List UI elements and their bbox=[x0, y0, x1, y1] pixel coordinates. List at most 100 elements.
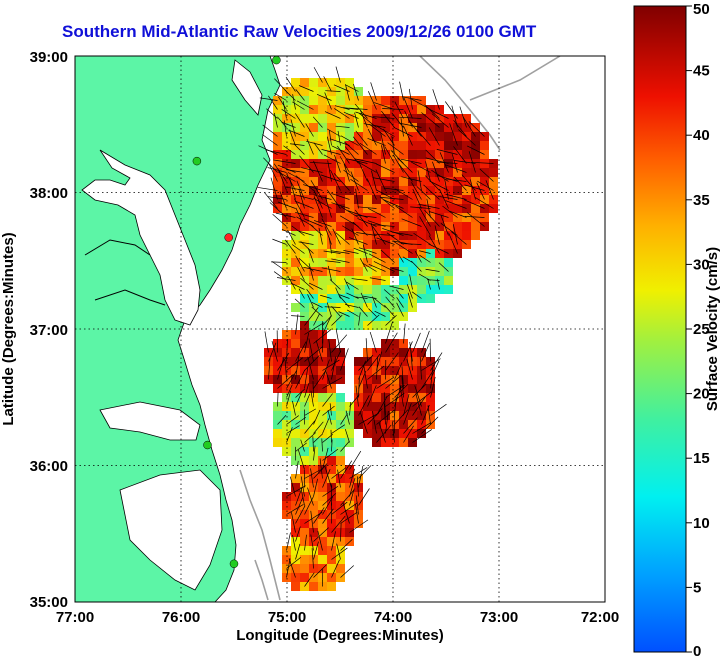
velocity-vector bbox=[383, 403, 386, 425]
x-tick-label: 75:00 bbox=[268, 609, 306, 626]
velocity-vector bbox=[358, 360, 366, 380]
velocity-vector bbox=[384, 304, 395, 317]
velocity-cell bbox=[363, 195, 372, 204]
velocity-vector bbox=[428, 127, 440, 146]
velocity-vector bbox=[368, 263, 386, 272]
velocity-cell bbox=[309, 141, 318, 150]
velocity-vector bbox=[304, 469, 321, 479]
colorbar-tick-label: 40 bbox=[693, 127, 710, 144]
velocity-vector bbox=[453, 160, 476, 164]
velocity-vector bbox=[355, 385, 359, 407]
velocity-vector bbox=[298, 85, 314, 92]
velocity-vector bbox=[278, 96, 287, 110]
velocity-vector bbox=[331, 258, 350, 263]
x-tick-label: 72:00 bbox=[581, 609, 619, 626]
velocity-vector bbox=[412, 392, 432, 407]
velocity-cell bbox=[309, 96, 318, 105]
velocity-vector bbox=[310, 510, 314, 533]
velocity-vector bbox=[328, 130, 332, 146]
velocity-cell bbox=[336, 402, 345, 411]
velocity-vector bbox=[294, 200, 314, 209]
velocity-vector bbox=[331, 350, 342, 371]
velocity-cell bbox=[327, 258, 336, 267]
y-tick-label: 39:00 bbox=[30, 49, 68, 66]
velocity-cell bbox=[399, 141, 408, 150]
velocity-cell bbox=[345, 276, 354, 285]
velocity-vector bbox=[334, 154, 341, 173]
colorbar-label: Surface Velocity (cm/s) bbox=[704, 247, 721, 411]
colorbar-tick-label: 5 bbox=[693, 579, 701, 596]
velocity-vector bbox=[428, 235, 440, 254]
albemarle-sound bbox=[99, 401, 201, 441]
velocity-vector bbox=[354, 103, 368, 119]
velocity-vector bbox=[358, 354, 374, 371]
velocity-cell bbox=[345, 267, 354, 276]
velocity-vector bbox=[313, 160, 323, 182]
velocity-vector bbox=[294, 298, 305, 308]
velocity-vector bbox=[321, 218, 332, 236]
velocity-vector bbox=[468, 151, 476, 173]
velocity-cell bbox=[282, 555, 291, 564]
velocity-vector bbox=[313, 409, 321, 425]
velocity-vector bbox=[313, 507, 325, 524]
velocity-vector bbox=[340, 440, 350, 452]
y-axis-label: Latitude (Degrees:Minutes) bbox=[0, 232, 17, 425]
velocity-cell bbox=[390, 213, 399, 222]
velocity-cell bbox=[390, 366, 399, 375]
velocity-vector bbox=[396, 289, 404, 299]
velocity-vector bbox=[300, 241, 314, 254]
velocity-vector bbox=[372, 411, 377, 434]
potomac-river bbox=[84, 239, 151, 256]
velocity-vector bbox=[466, 212, 485, 227]
velocity-vector bbox=[311, 306, 323, 317]
velocity-cell bbox=[345, 222, 354, 231]
velocity-vector bbox=[393, 241, 413, 254]
velocity-vector bbox=[304, 572, 315, 587]
velocity-cell bbox=[318, 276, 327, 285]
velocity-vector bbox=[358, 161, 368, 182]
velocity-vector bbox=[334, 108, 350, 119]
velocity-vector bbox=[453, 119, 467, 137]
velocity-vector bbox=[421, 330, 430, 353]
velocity-cell bbox=[282, 249, 291, 258]
velocity-vector bbox=[295, 341, 307, 362]
velocity-vector bbox=[403, 425, 414, 443]
radar-station-marker bbox=[203, 440, 212, 450]
velocity-cell bbox=[291, 348, 300, 357]
velocity-cell bbox=[318, 132, 327, 141]
velocity-vector bbox=[346, 281, 359, 290]
velocity-vector bbox=[374, 102, 395, 110]
velocity-vector bbox=[340, 460, 353, 479]
velocity-vector bbox=[307, 294, 314, 308]
velocity-vector bbox=[304, 420, 316, 434]
velocity-vector bbox=[352, 221, 368, 236]
velocity-cell bbox=[273, 438, 282, 447]
velocity-cell bbox=[354, 357, 363, 366]
velocity-vector bbox=[411, 291, 422, 299]
velocity-vector bbox=[285, 76, 296, 92]
velocity-cell bbox=[318, 528, 327, 537]
velocity-vector bbox=[453, 176, 467, 191]
velocity-cell bbox=[309, 114, 318, 123]
velocity-vector bbox=[288, 129, 305, 137]
velocity-vector bbox=[398, 122, 422, 128]
chesapeake-bay bbox=[81, 149, 201, 326]
velocity-vector bbox=[385, 314, 397, 326]
colorbar-tick-label: 10 bbox=[693, 515, 710, 532]
velocity-cell bbox=[417, 141, 426, 150]
velocity-cell bbox=[327, 267, 336, 276]
velocity-vector bbox=[391, 267, 404, 272]
velocity-vector bbox=[396, 302, 404, 317]
velocity-vector bbox=[354, 209, 368, 227]
velocity-vector bbox=[319, 458, 323, 479]
velocity-vector bbox=[355, 111, 377, 119]
velocity-vector bbox=[305, 123, 314, 137]
velocity-vector bbox=[412, 429, 433, 443]
radar-station-marker bbox=[224, 233, 233, 242]
velocity-vector bbox=[322, 469, 331, 488]
velocity-vector bbox=[267, 167, 287, 173]
velocity-vector bbox=[313, 369, 327, 389]
velocity-vector bbox=[313, 541, 319, 560]
velocity-vector bbox=[421, 342, 430, 362]
velocity-vector bbox=[271, 261, 287, 272]
